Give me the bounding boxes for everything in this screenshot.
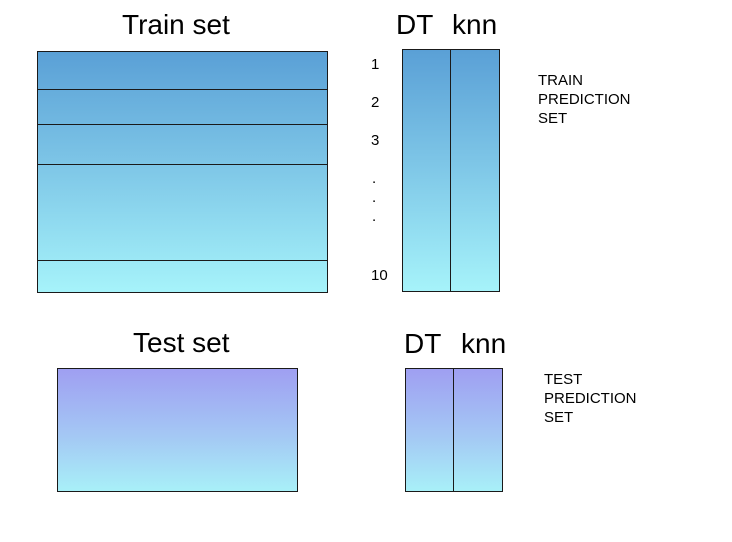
fold-divider <box>38 164 327 165</box>
train-prediction-set-label: TRAIN PREDICTION SET <box>538 72 631 127</box>
row-label-3: 3 <box>371 132 380 149</box>
train-dt-header: DT <box>396 9 434 40</box>
row-label-2: 2 <box>371 94 380 111</box>
row-label-ellipsis: . <box>372 208 377 225</box>
test-knn-header: knn <box>461 328 507 359</box>
model-column-divider <box>450 50 451 291</box>
fold-divider <box>38 260 327 261</box>
test-set-title: Test set <box>133 327 230 358</box>
row-label-1: 1 <box>371 56 380 73</box>
row-label-ellipsis: . <box>372 170 377 187</box>
fold-divider <box>38 89 327 90</box>
train-set-block <box>37 51 328 293</box>
model-column-divider <box>453 369 454 491</box>
test-set-block <box>57 368 298 492</box>
row-label-ellipsis: . <box>372 189 377 206</box>
train-set-title: Train set <box>122 9 230 40</box>
train-knn-header: knn <box>452 9 498 40</box>
train-prediction-block <box>402 49 500 292</box>
row-label-10: 10 <box>371 267 388 284</box>
test-prediction-block <box>405 368 503 492</box>
fold-divider <box>38 124 327 125</box>
test-dt-header: DT <box>404 328 442 359</box>
test-prediction-set-label: TEST PREDICTION SET <box>544 371 637 426</box>
